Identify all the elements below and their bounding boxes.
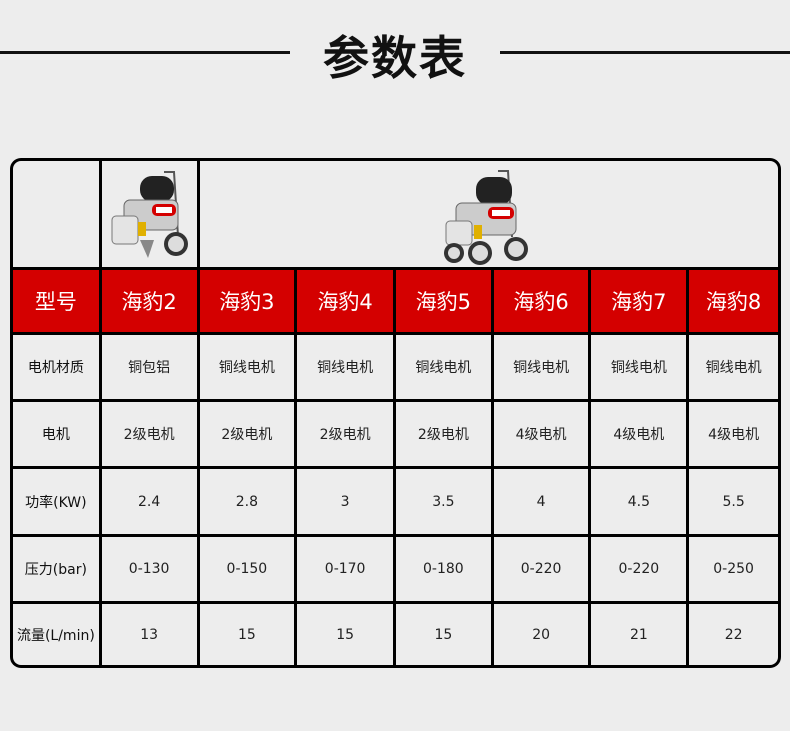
table-cell: 15 [199, 604, 295, 665]
page-title: 参数表 [323, 31, 467, 85]
header-model: 海豹8 [689, 269, 778, 332]
table-cell: 0-220 [493, 537, 589, 602]
corner-cell [13, 161, 99, 267]
table-cell: 2.8 [199, 469, 295, 535]
table-cell: 0-150 [199, 537, 295, 602]
table-cell: 0-250 [689, 537, 778, 602]
product-image-small [101, 161, 197, 267]
table-cell: 铜线电机 [591, 334, 687, 399]
table-cell: 21 [591, 604, 687, 665]
table-cell: 铜线电机 [689, 334, 778, 399]
table-cell: 4级电机 [689, 401, 778, 467]
table-cell: 15 [297, 604, 393, 665]
header-model: 海豹2 [101, 269, 197, 332]
table-cell: 13 [101, 604, 197, 665]
title-rule-left [0, 51, 290, 54]
spec-table: 型号 海豹2 海豹3 海豹4 海豹5 海豹6 海豹7 海豹8 电机材质 铜包铝 铜线电机 铜线电机铜… [10, 158, 781, 668]
table-cell: 20 [493, 604, 589, 665]
table-cell: 3.5 [396, 469, 491, 535]
table-cell: 2级电机 [396, 401, 491, 467]
header-model: 海豹4 [297, 269, 393, 332]
row-label: 压力(bar) [13, 537, 99, 602]
header-model: 海豹3 [199, 269, 295, 332]
table-cell: 0-220 [591, 537, 687, 602]
row-label: 流量(L/min) [13, 604, 99, 665]
table-cell: 3 [297, 469, 393, 535]
table-cell: 铜线电机 [493, 334, 589, 399]
product-image-large [199, 161, 778, 267]
table-cell: 5.5 [689, 469, 778, 535]
row-label: 电机 [13, 401, 99, 467]
table-cell: 4级电机 [591, 401, 687, 467]
table-cell: 铜包铝 [101, 334, 197, 399]
table-cell: 4级电机 [493, 401, 589, 467]
pressure-washer-image [111, 170, 189, 258]
table-cell: 2级电机 [101, 401, 197, 467]
table-cell: 铜线电机 [297, 334, 393, 399]
table-cell: 0-170 [297, 537, 393, 602]
title-rule-right [500, 51, 790, 54]
table-cell: 2.4 [101, 469, 197, 535]
table-cell: 4 [493, 469, 589, 535]
table-cell: 15 [396, 604, 491, 665]
table-cell: 0-130 [101, 537, 197, 602]
table-cell: 铜线电机 [199, 334, 295, 399]
row-label: 功率(KW) [13, 469, 99, 535]
table-cell: 0-180 [396, 537, 491, 602]
header-model: 海豹6 [493, 269, 589, 332]
table-cell: 22 [689, 604, 778, 665]
header-model-label: 型号 [13, 269, 99, 332]
table-cell: 铜线电机 [396, 334, 491, 399]
table-cell: 2级电机 [297, 401, 393, 467]
header-model: 海豹5 [396, 269, 491, 332]
header-model: 海豹7 [591, 269, 687, 332]
table-cell: 4.5 [591, 469, 687, 535]
table-cell: 2级电机 [199, 401, 295, 467]
row-label: 电机材质 [13, 334, 99, 399]
pressure-washer-image [443, 170, 528, 265]
